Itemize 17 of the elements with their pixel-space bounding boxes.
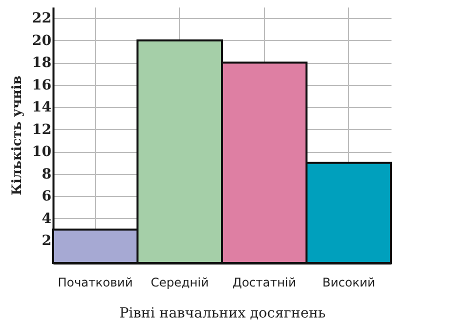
y-tick-label: 14 — [32, 100, 52, 116]
y-axis-title: Кількість учнів — [10, 76, 26, 196]
y-tick-label: 6 — [42, 188, 52, 205]
x-tick-label: Середній — [150, 276, 209, 290]
y-tick-label: 2 — [42, 233, 52, 250]
x-axis-title: Рівні навчальних досягнень — [119, 306, 326, 322]
x-tick-label: Початковий — [58, 276, 133, 290]
x-tick-label: Високий — [322, 276, 376, 290]
y-tick-label: 16 — [32, 77, 52, 94]
y-tick-label: 10 — [32, 144, 52, 160]
y-tick-label: 8 — [42, 166, 52, 182]
y-tick-label: 12 — [32, 122, 52, 138]
y-tick-label: 4 — [42, 210, 52, 227]
y-tick-label: 18 — [32, 55, 52, 72]
y-tick-label: 22 — [32, 10, 52, 27]
x-tick-label: Достатній — [232, 276, 296, 290]
y-tick-label: 20 — [32, 32, 52, 49]
